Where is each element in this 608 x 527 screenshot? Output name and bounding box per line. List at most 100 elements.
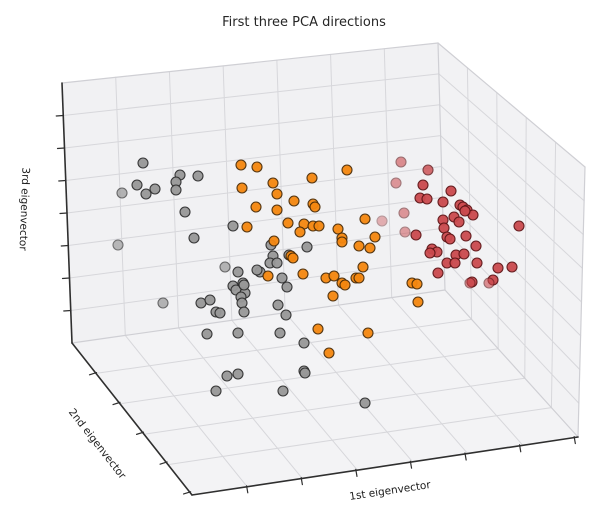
data-point [323,347,335,359]
data-point [201,328,213,340]
data-point [449,257,461,269]
data-point [238,306,250,318]
data-point [459,205,471,217]
data-point [299,367,311,379]
data-point [272,299,284,311]
plot-grid [61,42,586,488]
data-point [251,161,263,173]
data-point [341,164,353,176]
data-point [235,159,247,171]
data-point [236,297,248,309]
data-point [411,278,423,290]
data-point [219,261,231,273]
data-point [221,370,233,382]
data-point [232,368,244,380]
data-point [294,226,306,238]
data-point [362,327,374,339]
data-point [297,268,309,280]
data-point [506,261,518,273]
data-point [192,170,204,182]
class-0-gray [112,157,371,409]
class-2-red [376,156,525,289]
data-point [306,172,318,184]
data-point [464,277,476,289]
data-point [236,182,248,194]
data-point [359,397,371,409]
data-point [267,177,279,189]
data-point [460,230,472,242]
data-point [271,257,283,269]
data-point [268,235,280,247]
data-point [262,270,274,282]
data-point [170,184,182,196]
data-point [210,385,222,397]
plot-axis-ticks [55,114,576,495]
data-point [227,220,239,232]
data-point [453,216,465,228]
data-point [445,185,457,197]
data-point [251,264,263,276]
data-point [250,201,262,213]
data-point [137,157,149,169]
data-point [327,290,339,302]
data-point [287,252,299,264]
data-point [112,239,124,251]
data-point [471,257,483,269]
data-point [437,196,449,208]
data-point [271,204,283,216]
data-point [298,337,310,349]
data-point [424,247,436,259]
data-point [353,272,365,284]
data-point [364,242,376,254]
data-point [492,262,504,274]
data-point [444,233,456,245]
data-point [399,226,411,238]
data-point [470,240,482,252]
data-point [376,215,388,227]
data-point [301,241,313,253]
data-point [412,296,424,308]
data-point [369,231,381,243]
data-point [458,248,470,260]
data-point [157,297,169,309]
data-point [332,223,344,235]
data-point [336,236,348,248]
data-point [204,294,216,306]
data-point [238,279,250,291]
data-point [313,220,325,232]
data-point [281,281,293,293]
scatter-points [112,156,525,409]
class-1-orange [235,159,424,359]
data-point [280,309,292,321]
data-point [328,270,340,282]
data-point [131,179,143,191]
data-point [339,279,351,291]
data-point [432,267,444,279]
data-point [483,277,495,289]
data-point [398,207,410,219]
data-point [288,195,300,207]
data-point [410,229,422,241]
data-point [417,179,429,191]
plot-panes [62,43,585,495]
data-point [513,220,525,232]
data-point [395,156,407,168]
data-point [232,327,244,339]
data-point [421,193,433,205]
data-point [241,221,253,233]
data-point [422,164,434,176]
data-point [282,217,294,229]
data-point [214,307,226,319]
data-point [179,206,191,218]
data-point [277,385,289,397]
data-point [140,188,152,200]
data-point [312,323,324,335]
data-point [353,240,365,252]
data-point [390,177,402,189]
data-point [357,261,369,273]
data-point [309,201,321,213]
data-point [271,188,283,200]
chart-title: First three PCA directions [222,15,386,30]
